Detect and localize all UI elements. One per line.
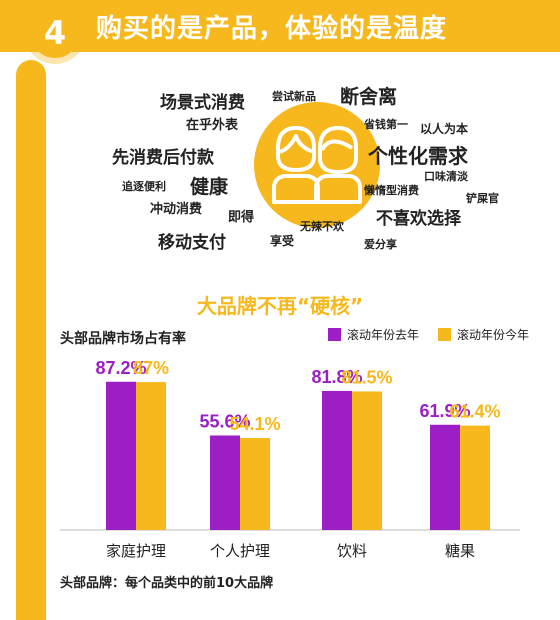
bar bbox=[322, 390, 352, 530]
word-cloud-term: 无辣不欢 bbox=[300, 220, 344, 233]
legend-swatch-purple bbox=[328, 328, 341, 341]
data-label: 61.9% bbox=[419, 401, 470, 421]
section-number-badge: 4 bbox=[24, 2, 86, 64]
category-label: 个人护理 bbox=[210, 542, 270, 560]
word-cloud-term: 在乎外表 bbox=[186, 118, 239, 133]
data-label: 55.6% bbox=[199, 411, 250, 431]
bar bbox=[210, 435, 240, 530]
word-cloud-term: 铲屎官 bbox=[466, 192, 499, 205]
bar bbox=[106, 381, 136, 530]
logo-text: TOP bbox=[4, 12, 34, 27]
data-label: 81.5% bbox=[341, 367, 392, 387]
word-cloud-term: 冲动消费 bbox=[150, 202, 203, 217]
chart-subtitle: 头部品牌市场占有率 bbox=[60, 331, 186, 347]
word-cloud-term: 享受 bbox=[270, 234, 295, 248]
word-cloud-term: 爱分享 bbox=[364, 238, 397, 251]
word-cloud-term: 不喜欢选择 bbox=[376, 209, 461, 229]
word-cloud-term: 场景式消费 bbox=[160, 93, 245, 113]
legend-item-this-year: 滚动年份今年 bbox=[438, 326, 529, 343]
word-cloud-term: 先消费后付款 bbox=[112, 148, 214, 168]
legend-swatch-orange bbox=[438, 328, 451, 341]
side-accent-bar bbox=[16, 60, 46, 620]
section-title: 购买的是产品，体验的是温度 bbox=[96, 14, 448, 44]
bar bbox=[352, 391, 382, 530]
data-label: 54.1% bbox=[229, 414, 280, 434]
data-label: 81.8% bbox=[311, 367, 362, 387]
legend-label: 滚动年份今年 bbox=[457, 328, 530, 342]
legend-item-last-year: 滚动年份去年 bbox=[328, 326, 419, 343]
bar bbox=[136, 382, 166, 530]
logo: TOP bbox=[4, 12, 33, 27]
two-people-icon bbox=[254, 102, 380, 228]
legend-label: 滚动年份去年 bbox=[347, 328, 420, 342]
word-cloud-term: 尝试新品 bbox=[272, 90, 316, 103]
bar bbox=[460, 425, 490, 530]
chart-footnote: 头部品牌：每个品类中的前10大品牌 bbox=[60, 576, 274, 591]
category-label: 饮料 bbox=[337, 542, 367, 560]
word-cloud-term: 以人为本 bbox=[420, 122, 469, 136]
bar bbox=[240, 438, 270, 530]
word-cloud-term: 即得 bbox=[228, 210, 255, 225]
data-label: 87% bbox=[133, 358, 169, 378]
category-label: 家庭护理 bbox=[106, 542, 166, 560]
bar bbox=[430, 424, 460, 530]
word-cloud-term: 懒惰型消费 bbox=[364, 184, 419, 197]
chart-title: 大品牌不再“硬核” bbox=[196, 294, 364, 318]
data-label: 87.2% bbox=[95, 358, 146, 378]
word-cloud-term: 个性化需求 bbox=[368, 144, 468, 168]
word-cloud-term: 省钱第一 bbox=[364, 118, 408, 131]
data-label: 61.4% bbox=[449, 402, 500, 422]
section-number: 4 bbox=[30, 8, 80, 58]
word-cloud-term: 口味清淡 bbox=[424, 170, 468, 183]
category-label: 糖果 bbox=[445, 542, 475, 560]
word-cloud-term: 移动支付 bbox=[158, 233, 226, 253]
header-banner: 购买的是产品，体验的是温度 bbox=[0, 0, 560, 52]
word-cloud-term: 追逐便利 bbox=[122, 180, 166, 193]
bar-chart: 87.2%87% 家庭护理 55.6%54.1% 个人护理 81.8%81.5% 饮料 61… bbox=[60, 358, 520, 560]
word-cloud-term: 健康 bbox=[190, 176, 229, 198]
word-cloud-term: 断舍离 bbox=[340, 86, 398, 108]
